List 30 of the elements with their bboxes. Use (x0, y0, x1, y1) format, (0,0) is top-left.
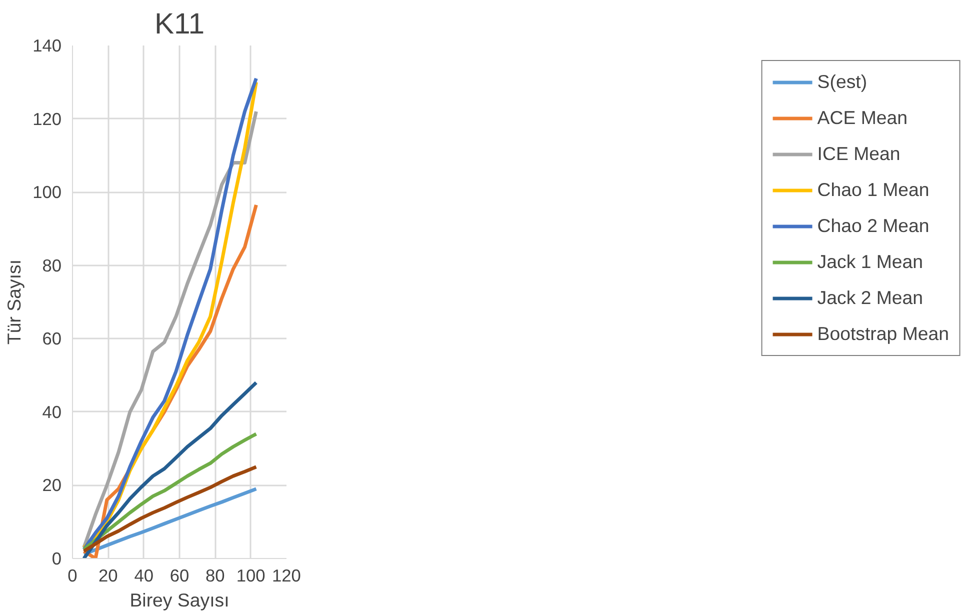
line-series (82, 432, 258, 552)
line-series (82, 487, 258, 556)
y-tick-label: 140 (32, 36, 62, 56)
y-tick-label: 80 (42, 255, 62, 276)
y-tick-label: 20 (42, 475, 62, 496)
line-series (82, 380, 258, 558)
legend-label: ACE Mean (817, 107, 908, 129)
y-tick-label: 100 (32, 182, 62, 202)
x-tick-label: 20 (98, 566, 118, 586)
x-tick-label: 40 (134, 566, 154, 586)
line-series (82, 465, 258, 553)
y-tick-label: 40 (42, 402, 62, 422)
legend-label: Jack 1 Mean (817, 251, 924, 273)
x-tick-label: 60 (170, 566, 190, 586)
x-tick-label: 80 (206, 566, 225, 586)
x-tick-label: 100 (236, 566, 266, 586)
legend-label: Chao 1 Mean (817, 179, 930, 201)
x-tick-label: 120 (272, 566, 301, 586)
y-axis-title: Tür Sayısı (4, 259, 25, 345)
y-tick-label: 0 (52, 548, 62, 568)
y-tick-label: 120 (32, 108, 62, 129)
legend-label: S(est) (817, 71, 868, 93)
legend-label: Jack 2 Mean (817, 287, 924, 309)
legend-label: Chao 2 Mean (817, 215, 930, 237)
x-axis-title: Birey Sayısı (130, 590, 230, 610)
legend-label: Bootstrap Mean (817, 323, 949, 345)
x-tick-label: 0 (68, 566, 78, 586)
chart-title: K11 (154, 8, 205, 40)
legend-label: ICE Mean (817, 143, 900, 165)
y-tick-label: 60 (42, 328, 62, 349)
